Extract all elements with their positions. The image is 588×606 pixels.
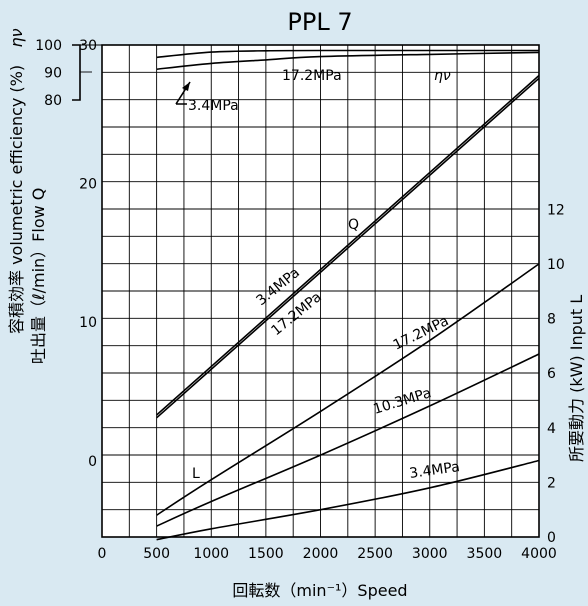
series-group	[156, 49, 540, 541]
x-tick-label: 3500	[467, 546, 503, 562]
right-tick-label: 8	[547, 312, 556, 328]
efficiency-tick-labels: 80 90 100	[35, 38, 62, 109]
x-tick-label: 2500	[357, 546, 393, 562]
right-tick-label: 12	[547, 202, 565, 218]
efficiency-tick-label: 80	[44, 93, 62, 109]
right-tick-label: 6	[547, 366, 556, 382]
left-tick-label: 10	[79, 315, 97, 331]
left-axis-title: 吐出量（ℓ/min）Flow Q	[29, 188, 48, 364]
series-line	[156, 74, 540, 416]
label-eta-34: 3.4MPa	[188, 98, 239, 114]
label-eta-17: 17.2MPa	[282, 68, 342, 84]
left-tick-label: 30	[79, 38, 97, 54]
label-eta-symbol: ην	[434, 68, 451, 84]
series-line	[156, 49, 539, 59]
x-tick-labels: 0 500 1000 1500 2000 2500 3000 3500 4000	[98, 546, 557, 562]
x-tick-label: 0	[98, 546, 107, 562]
right-tick-label: 0	[547, 530, 556, 546]
right-tick-label: 10	[547, 257, 565, 273]
x-tick-label: 500	[143, 546, 170, 562]
x-tick-label: 3000	[412, 546, 448, 562]
efficiency-axis-title: 容積効率 volumetric efficiency (%)	[7, 65, 26, 334]
left-tick-labels: 0 10 20 30	[79, 38, 97, 470]
eta-3.4-arrowhead	[182, 82, 190, 91]
x-axis-title: 回転数（min⁻¹）Speed	[232, 581, 407, 600]
x-tick-label: 1000	[193, 546, 229, 562]
right-tick-label: 2	[547, 475, 556, 491]
label-l-34: 3.4MPa	[408, 459, 460, 482]
efficiency-bracket	[72, 44, 81, 101]
x-tick-label: 2000	[303, 546, 339, 562]
x-tick-label: 4000	[521, 546, 557, 562]
label-q: Q	[348, 217, 359, 233]
series-line	[156, 353, 540, 527]
right-tick-labels: 0 2 4 6 8 10 12	[547, 202, 565, 546]
right-tick-label: 4	[547, 421, 556, 437]
chart-title: PPL 7	[287, 8, 352, 36]
efficiency-tick-label: 100	[35, 38, 62, 54]
series-line	[156, 459, 540, 541]
series-line	[156, 263, 540, 516]
right-axis-title: 所要動力 (kW) Input L	[567, 295, 586, 462]
series-line	[156, 51, 540, 70]
label-l: L	[192, 466, 200, 482]
left-tick-label: 0	[88, 454, 97, 470]
x-tick-label: 1500	[248, 546, 284, 562]
left-tick-label: 20	[79, 177, 97, 193]
efficiency-tick-label: 90	[44, 66, 62, 82]
efficiency-symbol: ην	[7, 28, 26, 47]
series-line	[156, 77, 540, 419]
